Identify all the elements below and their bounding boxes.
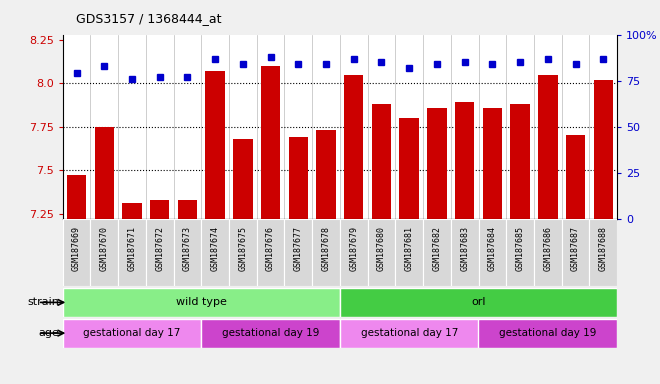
Text: GSM187672: GSM187672 [155,226,164,271]
Bar [316,130,336,219]
Text: age: age [38,328,59,338]
Text: GDS3157 / 1368444_at: GDS3157 / 1368444_at [76,12,221,25]
Text: gestational day 19: gestational day 19 [222,328,319,338]
Text: gestational day 17: gestational day 17 [83,328,181,338]
Text: GSM187670: GSM187670 [100,226,109,271]
Bar [482,108,502,219]
Bar [395,219,423,286]
Bar [534,219,562,286]
Bar [478,219,506,286]
Bar [340,319,478,348]
Bar [150,200,170,219]
Bar [229,219,257,286]
Text: GSM187688: GSM187688 [599,226,608,271]
Text: GSM187684: GSM187684 [488,226,497,271]
Text: GSM187669: GSM187669 [72,226,81,271]
Bar [261,66,280,219]
Bar [566,136,585,219]
Text: gestational day 19: gestational day 19 [499,328,597,338]
Text: GSM187681: GSM187681 [405,226,414,271]
Bar [94,127,114,219]
Bar [562,219,589,286]
Text: GSM187683: GSM187683 [460,226,469,271]
Bar [63,219,90,286]
Bar [344,74,364,219]
Bar [174,219,201,286]
Bar [63,288,340,317]
Text: GSM187679: GSM187679 [349,226,358,271]
Bar [478,319,617,348]
Bar [455,103,475,219]
Text: GSM187678: GSM187678 [321,226,331,271]
Text: GSM187686: GSM187686 [543,226,552,271]
Bar [538,74,558,219]
Bar [118,219,146,286]
Bar [284,219,312,286]
Bar [593,80,613,219]
Text: GSM187673: GSM187673 [183,226,192,271]
Bar [67,175,86,219]
Bar [589,219,617,286]
Text: wild type: wild type [176,297,227,308]
Text: GSM187674: GSM187674 [211,226,220,271]
Text: GSM187685: GSM187685 [515,226,525,271]
Text: GSM187676: GSM187676 [266,226,275,271]
Bar [122,203,142,219]
Bar [63,319,201,348]
Text: orl: orl [471,297,486,308]
Bar [201,219,229,286]
Text: GSM187680: GSM187680 [377,226,386,271]
Text: gestational day 17: gestational day 17 [360,328,458,338]
Bar [340,219,368,286]
Bar [399,118,419,219]
Bar [506,219,534,286]
Bar [90,219,118,286]
Bar [233,139,253,219]
Bar [340,288,617,317]
Bar [510,104,530,219]
Bar [178,200,197,219]
Text: GSM187671: GSM187671 [127,226,137,271]
Bar [205,71,225,219]
Bar [146,219,174,286]
Bar [312,219,340,286]
Text: GSM187687: GSM187687 [571,226,580,271]
Bar [201,319,340,348]
Bar [372,104,391,219]
Text: strain: strain [28,297,59,308]
Text: GSM187682: GSM187682 [432,226,442,271]
Bar [451,219,478,286]
Bar [427,108,447,219]
Text: GSM187675: GSM187675 [238,226,248,271]
Bar [423,219,451,286]
Bar [257,219,284,286]
Bar [368,219,395,286]
Bar [288,137,308,219]
Text: GSM187677: GSM187677 [294,226,303,271]
